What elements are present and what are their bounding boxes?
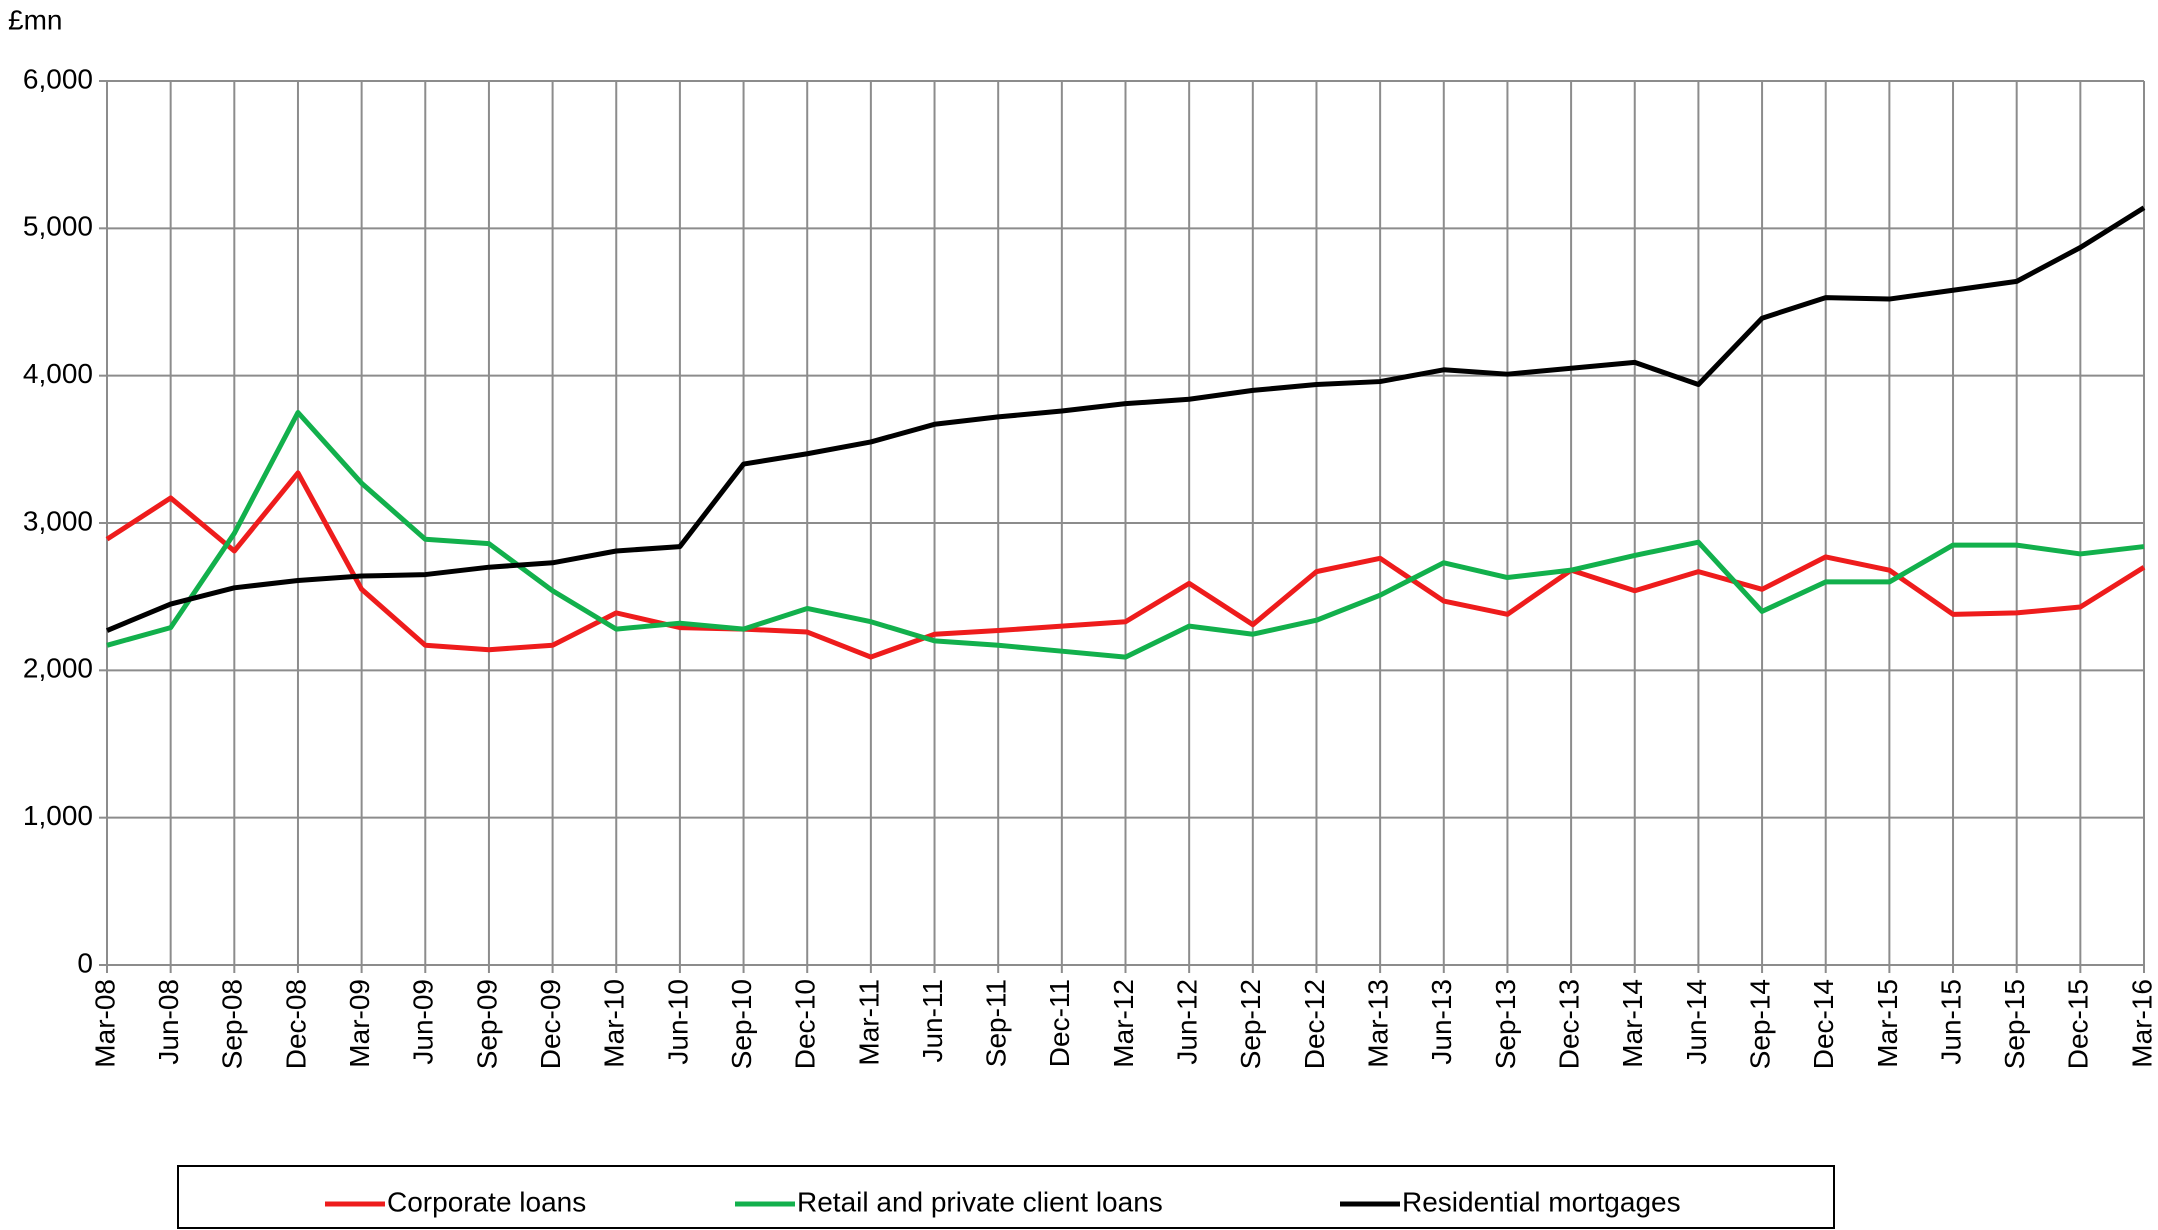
x-tick-label: Sep-13 <box>1490 979 1521 1069</box>
x-tick-label: Dec-12 <box>1299 979 1330 1069</box>
x-tick-label: Mar-12 <box>1108 979 1139 1068</box>
x-tick-label: Jun-11 <box>917 979 948 1063</box>
legend-label: Retail and private client loans <box>797 1186 1163 1217</box>
x-tick-label: Dec-08 <box>280 979 311 1069</box>
series-line <box>106 205 2146 633</box>
x-tick-label: Sep-09 <box>471 979 502 1069</box>
x-tick-label: Jun-09 <box>408 979 439 1065</box>
x-tick-label: Mar-14 <box>1617 979 1648 1068</box>
legend-label: Residential mortgages <box>1402 1186 1681 1217</box>
x-tick-label: Mar-15 <box>1872 979 1903 1068</box>
x-tick-label: Dec-10 <box>790 979 821 1069</box>
x-tick-label: Mar-08 <box>89 979 120 1068</box>
legend-box <box>177 1165 1835 1229</box>
y-tick-label: 4,000 <box>23 358 93 389</box>
x-tick-label: Jun-15 <box>1935 979 1966 1065</box>
series-line <box>105 470 2146 660</box>
x-tick-label: Jun-12 <box>1172 979 1203 1065</box>
x-tick-label: Jun-14 <box>1681 979 1712 1065</box>
x-tick-label: Dec-11 <box>1044 979 1075 1067</box>
x-tick-label: Sep-12 <box>1235 979 1266 1069</box>
x-tick-label: Sep-15 <box>1999 979 2030 1069</box>
series-line <box>106 410 2145 660</box>
y-tick-label: 6,000 <box>23 63 93 94</box>
x-tick-label: Mar-16 <box>2126 979 2157 1068</box>
y-tick-label: 3,000 <box>23 505 93 536</box>
x-tick-label: Sep-08 <box>217 979 248 1069</box>
y-axis-label: £mn <box>8 4 62 35</box>
legend-label: Corporate loans <box>387 1186 586 1217</box>
x-tick-label: Dec-14 <box>1808 979 1839 1069</box>
y-tick-label: 0 <box>77 947 93 978</box>
x-tick-label: Jun-08 <box>153 979 184 1065</box>
y-tick-label: 1,000 <box>23 800 93 831</box>
x-tick-label: Sep-10 <box>726 979 757 1069</box>
y-tick-label: 2,000 <box>23 653 93 684</box>
y-tick-label: 5,000 <box>23 211 93 242</box>
x-tick-label: Mar-11 <box>853 979 884 1066</box>
x-tick-label: Mar-09 <box>344 979 375 1068</box>
x-tick-label: Jun-13 <box>1426 979 1457 1065</box>
x-tick-label: Dec-09 <box>535 979 566 1069</box>
x-tick-label: Mar-13 <box>1363 979 1394 1068</box>
x-tick-label: Jun-10 <box>662 979 693 1065</box>
x-tick-label: Sep-14 <box>1744 979 1775 1069</box>
x-tick-label: Dec-13 <box>1553 979 1584 1069</box>
x-tick-label: Dec-15 <box>2063 979 2094 1069</box>
x-tick-label: Mar-10 <box>599 979 630 1068</box>
x-tick-label: Sep-11 <box>981 979 1012 1067</box>
